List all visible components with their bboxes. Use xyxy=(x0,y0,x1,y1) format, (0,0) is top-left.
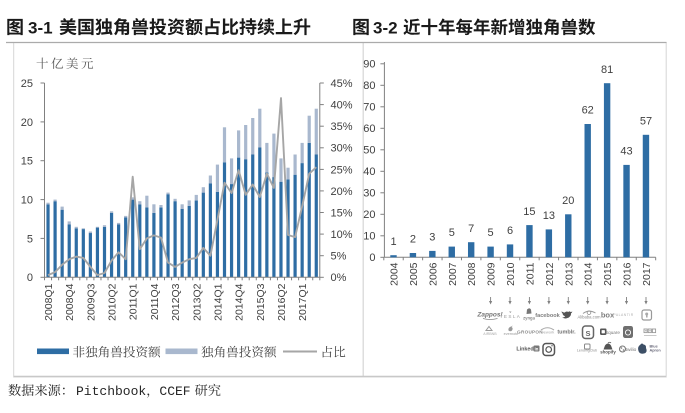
svg-text:tumblr.: tumblr. xyxy=(557,330,576,336)
svg-text:15: 15 xyxy=(21,156,33,168)
svg-text:Linked: Linked xyxy=(516,347,533,353)
svg-text:Pitchbook: Pitchbook xyxy=(76,384,146,399)
svg-text:LendingClub: LendingClub xyxy=(577,349,597,353)
svg-text:5: 5 xyxy=(488,227,494,239)
svg-text:2015: 2015 xyxy=(602,262,614,286)
svg-text:2004: 2004 xyxy=(389,262,401,286)
svg-text:10: 10 xyxy=(363,231,375,243)
svg-text:facebook: facebook xyxy=(535,313,560,319)
svg-text:Apron: Apron xyxy=(650,349,662,353)
svg-text:2007: 2007 xyxy=(447,262,459,286)
svg-text:25%: 25% xyxy=(331,164,353,176)
svg-text:2010Q2: 2010Q2 xyxy=(107,283,119,321)
svg-text:Blue: Blue xyxy=(650,345,658,349)
svg-text:2014: 2014 xyxy=(583,262,595,286)
svg-text:40%: 40% xyxy=(331,100,353,112)
svg-text:AIRBNB: AIRBNB xyxy=(483,332,497,336)
svg-text:5: 5 xyxy=(27,233,33,245)
svg-text:2008Q4: 2008Q4 xyxy=(64,283,76,321)
svg-text:box: box xyxy=(601,311,615,320)
svg-text:2017: 2017 xyxy=(641,262,653,286)
svg-text:20: 20 xyxy=(363,209,375,221)
svg-text:15: 15 xyxy=(523,206,535,218)
svg-text:20: 20 xyxy=(21,117,33,129)
svg-text:Zappos!: Zappos! xyxy=(476,312,503,319)
svg-text:60: 60 xyxy=(363,123,375,135)
svg-text:2008: 2008 xyxy=(466,262,478,286)
svg-text:twilio: twilio xyxy=(626,347,637,353)
svg-text:wework: wework xyxy=(541,330,555,335)
svg-text:PALANTIR: PALANTIR xyxy=(613,313,633,317)
svg-text:3: 3 xyxy=(429,232,435,244)
svg-text:80: 80 xyxy=(363,80,375,92)
svg-text:Alibaba.com: Alibaba.com xyxy=(577,315,601,320)
svg-text:TESLA: TESLA xyxy=(500,314,522,319)
svg-text:70: 70 xyxy=(363,102,375,114)
svg-text:in: in xyxy=(535,347,539,352)
svg-text:2010: 2010 xyxy=(505,262,517,286)
svg-text:35%: 35% xyxy=(331,121,353,133)
svg-text:2016Q2: 2016Q2 xyxy=(276,283,288,321)
svg-text:2009Q3: 2009Q3 xyxy=(85,283,97,321)
svg-text:GROUPON: GROUPON xyxy=(517,330,543,335)
svg-text:30%: 30% xyxy=(331,143,353,155)
svg-text:0: 0 xyxy=(27,272,33,284)
svg-text:3-2: 3-2 xyxy=(373,19,398,38)
svg-text:1: 1 xyxy=(390,236,396,248)
svg-text:50: 50 xyxy=(363,145,375,157)
svg-text:10: 10 xyxy=(21,195,33,207)
svg-text:6: 6 xyxy=(507,225,513,237)
svg-text:2013Q2: 2013Q2 xyxy=(191,283,203,321)
svg-text:15%: 15% xyxy=(331,207,353,219)
svg-text:2: 2 xyxy=(410,234,416,246)
svg-text:20%: 20% xyxy=(331,186,353,198)
svg-text:62: 62 xyxy=(582,105,594,117)
svg-text:2017Q1: 2017Q1 xyxy=(297,283,309,321)
svg-text:2014Q4: 2014Q4 xyxy=(234,283,246,321)
svg-text:2013: 2013 xyxy=(563,262,575,286)
svg-text:2012Q3: 2012Q3 xyxy=(170,283,182,321)
svg-text:90: 90 xyxy=(363,59,375,71)
svg-text:Square: Square xyxy=(605,330,620,335)
svg-text:81: 81 xyxy=(601,64,613,76)
svg-text:2016: 2016 xyxy=(622,262,634,286)
svg-text:5: 5 xyxy=(449,227,455,239)
svg-text:13: 13 xyxy=(543,210,555,222)
svg-text:2015Q3: 2015Q3 xyxy=(255,283,267,321)
svg-text:10%: 10% xyxy=(331,229,353,241)
svg-text:0%: 0% xyxy=(331,272,347,284)
svg-text:57: 57 xyxy=(640,116,652,128)
svg-text:43: 43 xyxy=(620,146,632,158)
svg-text:2005: 2005 xyxy=(408,262,420,286)
svg-text:3-1: 3-1 xyxy=(28,19,53,38)
svg-text:7: 7 xyxy=(468,223,474,235)
svg-text:45%: 45% xyxy=(331,78,353,90)
svg-text:40: 40 xyxy=(363,166,375,178)
svg-text:0: 0 xyxy=(369,252,375,264)
svg-text:2009: 2009 xyxy=(486,262,498,286)
svg-text:25: 25 xyxy=(21,78,33,90)
svg-text:2011Q4: 2011Q4 xyxy=(149,283,161,320)
svg-text:2011: 2011 xyxy=(524,262,536,285)
svg-text:5%: 5% xyxy=(331,251,347,263)
svg-text:shopify: shopify xyxy=(600,350,616,355)
svg-text:2012: 2012 xyxy=(544,262,556,286)
svg-text:2006: 2006 xyxy=(427,262,439,286)
svg-text:30: 30 xyxy=(363,188,375,200)
svg-text:20: 20 xyxy=(562,195,574,207)
svg-text:2011Q1: 2011Q1 xyxy=(128,283,140,320)
svg-text:CCEF: CCEF xyxy=(159,384,190,399)
svg-text:S: S xyxy=(585,329,590,338)
svg-text:evernote: evernote xyxy=(504,332,519,336)
svg-text:2014Q1: 2014Q1 xyxy=(212,283,224,321)
svg-text:2008Q1: 2008Q1 xyxy=(43,283,55,321)
svg-text:zynga: zynga xyxy=(523,316,536,321)
